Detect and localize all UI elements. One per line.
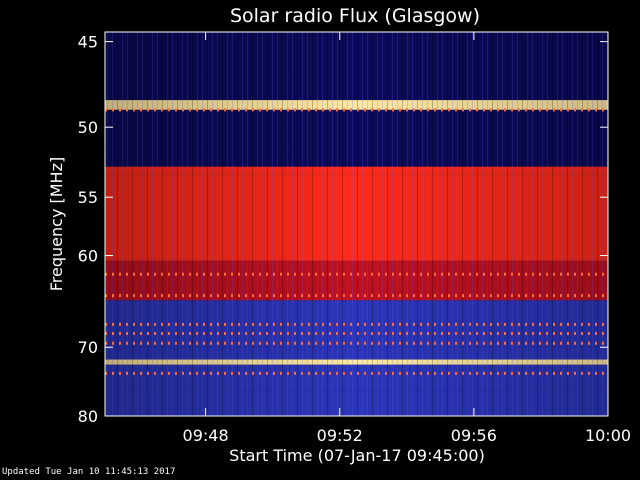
plot-area <box>105 32 608 416</box>
x-tick-label-2: 09:56 <box>451 426 497 445</box>
y-tick-label-80: 80 <box>78 407 98 426</box>
y-tick-label-45: 45 <box>78 33 98 52</box>
updated-timestamp: Updated Tue Jan 10 11:45:13 2017 <box>2 467 176 477</box>
plot-frame <box>104 31 609 417</box>
x-tick-label-3: 10:00 <box>585 426 631 445</box>
x-axis: 09:48 09:52 09:56 10:00 <box>183 32 631 445</box>
x-axis-label: Start Time (07-Jan-17 09:45:00) <box>229 446 485 465</box>
y-axis: 45 50 55 60 70 80 <box>78 33 608 426</box>
y-axis-label: Frequency [MHz] <box>47 157 66 291</box>
x-tick-label-1: 09:52 <box>317 426 363 445</box>
y-tick-label-70: 70 <box>78 338 98 357</box>
x-tick-label-0: 09:48 <box>183 426 229 445</box>
y-tick-label-50: 50 <box>78 118 98 137</box>
y-tick-label-55: 55 <box>78 188 98 207</box>
chart-title: Solar radio Flux (Glasgow) <box>230 5 480 27</box>
shading <box>105 32 608 416</box>
y-tick-label-60: 60 <box>78 247 98 266</box>
